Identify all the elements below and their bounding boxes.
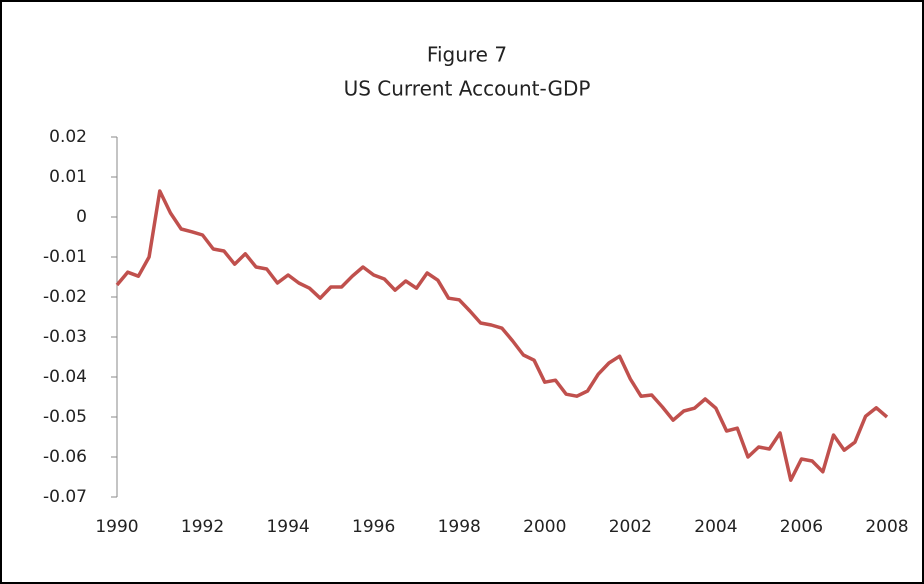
y-tick-label: -0.01 bbox=[43, 247, 87, 267]
y-tick-label: -0.03 bbox=[43, 327, 87, 347]
chart-title: Figure 7 bbox=[427, 43, 507, 67]
y-tick-label: 0.02 bbox=[49, 127, 87, 147]
y-tick-label: 0.01 bbox=[49, 167, 87, 187]
y-tick-label: -0.07 bbox=[43, 487, 87, 507]
x-tick-label: 2006 bbox=[780, 517, 823, 537]
chart-subtitle: US Current Account-GDP bbox=[344, 77, 591, 101]
data-line bbox=[115, 189, 889, 482]
x-tick-label: 2002 bbox=[609, 517, 652, 537]
x-tick-label: 1996 bbox=[352, 517, 395, 537]
x-tick-label: 1990 bbox=[95, 517, 138, 537]
x-tick-label: 2008 bbox=[865, 517, 908, 537]
x-tick-label: 1994 bbox=[266, 517, 309, 537]
x-tick-label: 2004 bbox=[694, 517, 737, 537]
y-tick-label: -0.06 bbox=[43, 447, 87, 467]
y-tick-label: -0.04 bbox=[43, 367, 87, 387]
y-tick-label: -0.05 bbox=[43, 407, 87, 427]
y-tick-label: -0.02 bbox=[43, 287, 87, 307]
y-tick-label: 0 bbox=[76, 207, 87, 227]
x-tick-label: 2000 bbox=[523, 517, 566, 537]
x-tick-label: 1992 bbox=[181, 517, 224, 537]
x-tick-label: 1998 bbox=[438, 517, 481, 537]
